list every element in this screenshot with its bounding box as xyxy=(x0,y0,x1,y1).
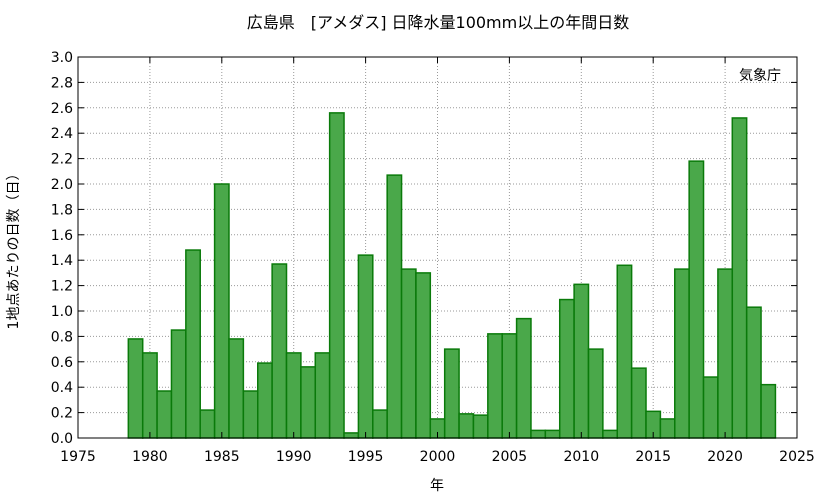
bar-2008 xyxy=(544,429,561,439)
bar-1986 xyxy=(228,338,245,439)
bar-1990 xyxy=(285,352,302,439)
bar-1988 xyxy=(257,362,273,439)
y-tick-label-0.0: 0.0 xyxy=(51,431,73,447)
x-tick-label-2000: 2000 xyxy=(420,449,456,465)
bar-2005 xyxy=(501,333,518,439)
bar-1982 xyxy=(170,329,187,439)
x-tick-label-2010: 2010 xyxy=(563,449,599,465)
bar-2011 xyxy=(587,348,604,439)
bar-2014 xyxy=(630,367,647,439)
y-axis-title: 1地点あたりの日数（日） xyxy=(6,167,22,330)
bar-2007 xyxy=(530,429,547,439)
y-tick-label-1.4: 1.4 xyxy=(51,253,73,269)
bar-1991 xyxy=(300,366,317,439)
y-tick-label-1.2: 1.2 xyxy=(51,279,73,295)
grid xyxy=(78,57,797,438)
x-tick-label-2015: 2015 xyxy=(635,449,671,465)
x-tick-label-1995: 1995 xyxy=(348,449,384,465)
x-tick-label-1990: 1990 xyxy=(276,449,312,465)
bar-2021 xyxy=(731,117,748,439)
bar-2013 xyxy=(616,264,633,439)
x-tick-label-2020: 2020 xyxy=(707,449,743,465)
bar-2002 xyxy=(458,413,475,439)
source-credit: 気象庁 xyxy=(739,68,781,84)
bar-1985 xyxy=(213,183,230,439)
bar-2004 xyxy=(487,333,503,439)
bar-2003 xyxy=(472,414,489,439)
bar-1987 xyxy=(242,390,259,439)
bar-1980 xyxy=(141,352,158,439)
y-tick-label-1.6: 1.6 xyxy=(51,228,73,244)
y-tick-label-2.2: 2.2 xyxy=(51,152,73,168)
chart-title: 広島県 [アメダス] 日降水量100mm以上の年間日数 xyxy=(247,13,629,32)
bar-2022 xyxy=(745,306,762,439)
bar-2020 xyxy=(717,268,734,439)
x-axis-title: 年 xyxy=(430,478,444,494)
bar-1998 xyxy=(400,268,417,439)
bar-2006 xyxy=(515,317,532,439)
bar-2010 xyxy=(573,283,590,439)
bar-1999 xyxy=(415,272,432,439)
bar-1983 xyxy=(185,249,201,439)
y-tick-label-2.0: 2.0 xyxy=(51,177,73,193)
bar-1992 xyxy=(314,352,331,439)
bar-2009 xyxy=(558,298,575,439)
y-tick-label-0.6: 0.6 xyxy=(51,355,73,371)
bar-1996 xyxy=(372,409,388,439)
bar-1989 xyxy=(271,263,288,439)
bar-1979 xyxy=(127,338,144,439)
y-tick-label-0.2: 0.2 xyxy=(51,406,73,422)
bar-2016 xyxy=(659,418,676,439)
bar-2012 xyxy=(602,429,618,439)
x-tick-label-1985: 1985 xyxy=(204,449,240,465)
y-tick-label-0.4: 0.4 xyxy=(51,380,73,396)
bar-2017 xyxy=(674,268,690,439)
y-tick-label-2.8: 2.8 xyxy=(51,75,73,91)
bar-2019 xyxy=(702,376,719,439)
y-tick-label-0.8: 0.8 xyxy=(51,329,73,345)
x-axis-ticks: 1975 1980 1985 1990 1995 2000 2005 2010 2015 2020… xyxy=(60,57,815,465)
bar-1997 xyxy=(386,174,403,439)
bar-2023 xyxy=(760,383,777,439)
y-tick-label-2.6: 2.6 xyxy=(51,101,73,117)
bar-1981 xyxy=(156,390,173,439)
bar-2001 xyxy=(443,348,460,439)
bar-2018 xyxy=(688,160,705,439)
y-tick-label-3.0: 3.0 xyxy=(51,50,73,66)
x-tick-label-1975: 1975 xyxy=(60,449,96,465)
bar-1994 xyxy=(343,432,360,439)
y-axis-ticks: 0.0 0.2 0.4 0.6 0.8 1.0 1.2 1.4 1.6 1.8 2.0 2.2 2.4 2… xyxy=(51,50,797,447)
y-tick-label-2.4: 2.4 xyxy=(51,126,73,142)
x-tick-label-2025: 2025 xyxy=(779,449,815,465)
bar-1993 xyxy=(328,112,345,439)
x-tick-label-1980: 1980 xyxy=(132,449,168,465)
bars xyxy=(127,112,777,439)
x-tick-label-2005: 2005 xyxy=(492,449,528,465)
bar-1984 xyxy=(199,409,216,439)
y-tick-label-1.8: 1.8 xyxy=(51,202,73,218)
bar-1995 xyxy=(357,254,374,439)
y-tick-label-1.0: 1.0 xyxy=(51,304,73,320)
